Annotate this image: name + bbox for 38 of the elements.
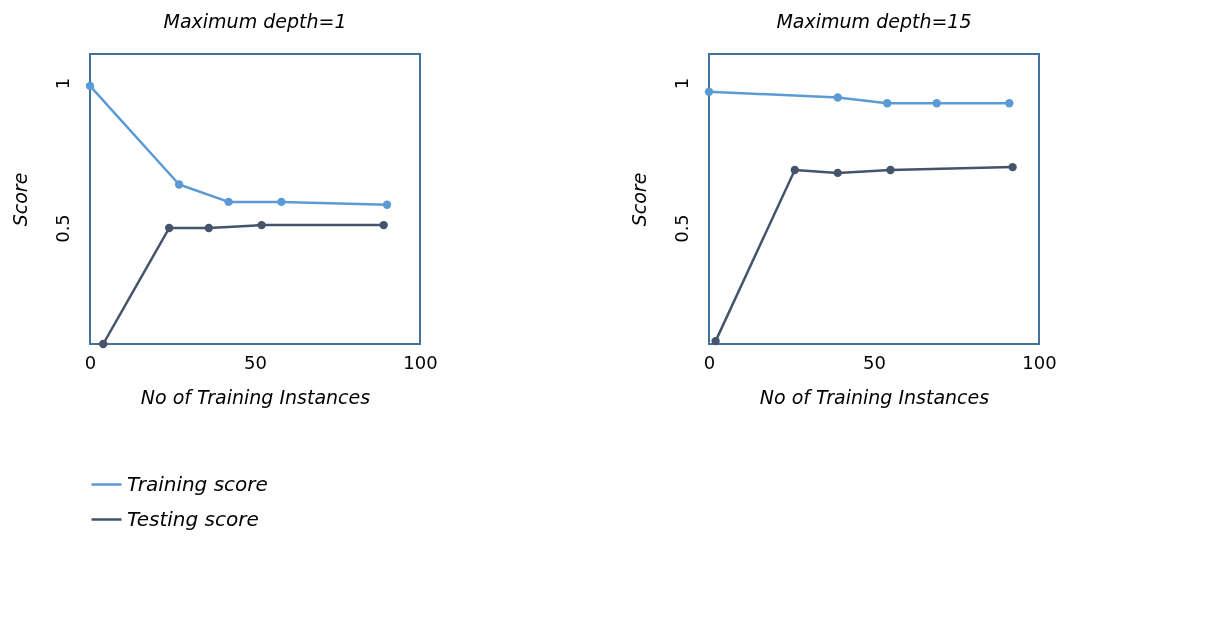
point bbox=[174, 180, 184, 189]
y-tick-label: 0.5 bbox=[670, 214, 692, 243]
point bbox=[833, 168, 842, 178]
x-axis-title: No of Training Instances bbox=[759, 385, 990, 408]
y-axis-title: Score bbox=[8, 172, 31, 227]
x-tick-label: 50 bbox=[863, 351, 886, 373]
point bbox=[224, 197, 233, 207]
point bbox=[379, 220, 388, 230]
point bbox=[833, 93, 842, 102]
x-tick-label: 50 bbox=[244, 351, 267, 373]
legend-label: Training score bbox=[127, 471, 268, 496]
y-axis-title: Score bbox=[627, 172, 650, 227]
x-tick-label: 100 bbox=[403, 351, 438, 373]
point bbox=[277, 197, 286, 207]
y-tick-label: 1 bbox=[51, 77, 73, 90]
point bbox=[85, 81, 95, 91]
x-tick-label: 0 bbox=[84, 351, 97, 373]
point bbox=[883, 99, 892, 108]
x-tick-label: 100 bbox=[1022, 351, 1057, 373]
point bbox=[886, 165, 895, 175]
point bbox=[204, 223, 213, 233]
point bbox=[382, 200, 392, 209]
point bbox=[165, 223, 174, 233]
y-tick-label: 1 bbox=[670, 77, 692, 90]
x-axis-title: No of Training Instances bbox=[140, 385, 371, 408]
y-tick-label: 0.5 bbox=[51, 214, 73, 243]
legend-label: Testing score bbox=[127, 506, 259, 531]
x-tick-label: 0 bbox=[703, 351, 716, 373]
point bbox=[257, 220, 266, 230]
chart-title: Maximum depth=15 bbox=[776, 10, 972, 32]
point bbox=[790, 165, 799, 175]
point bbox=[711, 336, 720, 346]
point bbox=[99, 339, 108, 349]
point bbox=[932, 99, 941, 108]
point bbox=[1005, 99, 1014, 108]
point bbox=[1008, 162, 1017, 172]
point bbox=[704, 87, 714, 96]
chart-title: Maximum depth=1 bbox=[163, 10, 347, 32]
